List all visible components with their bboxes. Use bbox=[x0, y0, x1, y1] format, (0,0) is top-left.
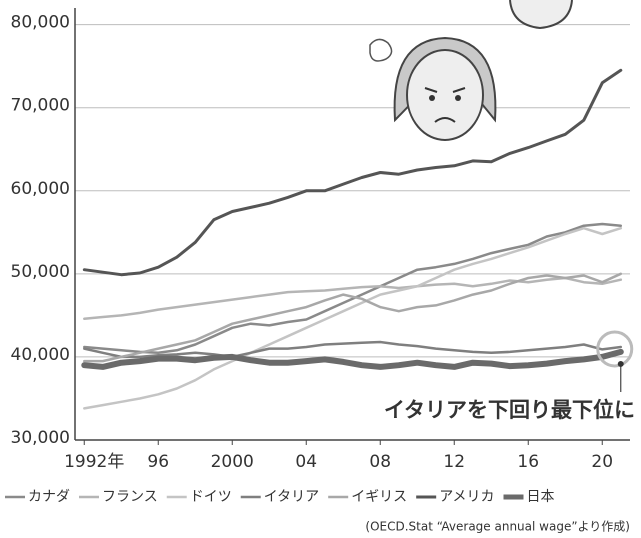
legend-label: イタリア bbox=[264, 489, 319, 505]
legend-label: アメリカ bbox=[439, 489, 494, 505]
series-line bbox=[83, 226, 623, 410]
leader-dot bbox=[617, 360, 624, 367]
annotation: イタリアを下回り最下位に bbox=[384, 398, 635, 422]
x-tick-label: 2000 bbox=[211, 452, 254, 472]
series-line bbox=[83, 276, 623, 320]
x-tick-label: 96 bbox=[147, 452, 169, 472]
y-tick-label: 60,000 bbox=[11, 179, 70, 199]
series-line bbox=[83, 340, 623, 359]
x-tick-label: 1992年 bbox=[64, 452, 124, 472]
x-tick-label: 04 bbox=[295, 452, 317, 472]
series-line bbox=[83, 272, 623, 363]
y-tick-label: 80,000 bbox=[11, 13, 70, 33]
source: (OECD.Stat “Average annual wage”より作成) bbox=[365, 520, 630, 534]
x-tick-label: 16 bbox=[517, 452, 539, 472]
y-tick-label: 50,000 bbox=[11, 262, 70, 282]
highlight-ring bbox=[596, 330, 634, 368]
legend-label: カナダ bbox=[28, 489, 70, 505]
grid bbox=[75, 24, 630, 441]
legend-label: ドイツ bbox=[190, 489, 232, 505]
legend-label: イギリス bbox=[351, 489, 407, 505]
series-line bbox=[83, 222, 623, 355]
y-tick-label: 70,000 bbox=[11, 96, 70, 116]
y-tick-label: 40,000 bbox=[11, 345, 70, 365]
legend-label: 日本 bbox=[527, 489, 555, 505]
x-tick-label: 12 bbox=[443, 452, 465, 472]
x-tick-label: 20 bbox=[591, 452, 613, 472]
y-tick-label: 30,000 bbox=[11, 428, 70, 448]
illustration bbox=[369, 0, 573, 141]
series-line bbox=[82, 68, 623, 277]
legend-label: フランス bbox=[102, 489, 158, 505]
series-line bbox=[81, 348, 624, 370]
x-tick-label: 08 bbox=[369, 452, 391, 472]
